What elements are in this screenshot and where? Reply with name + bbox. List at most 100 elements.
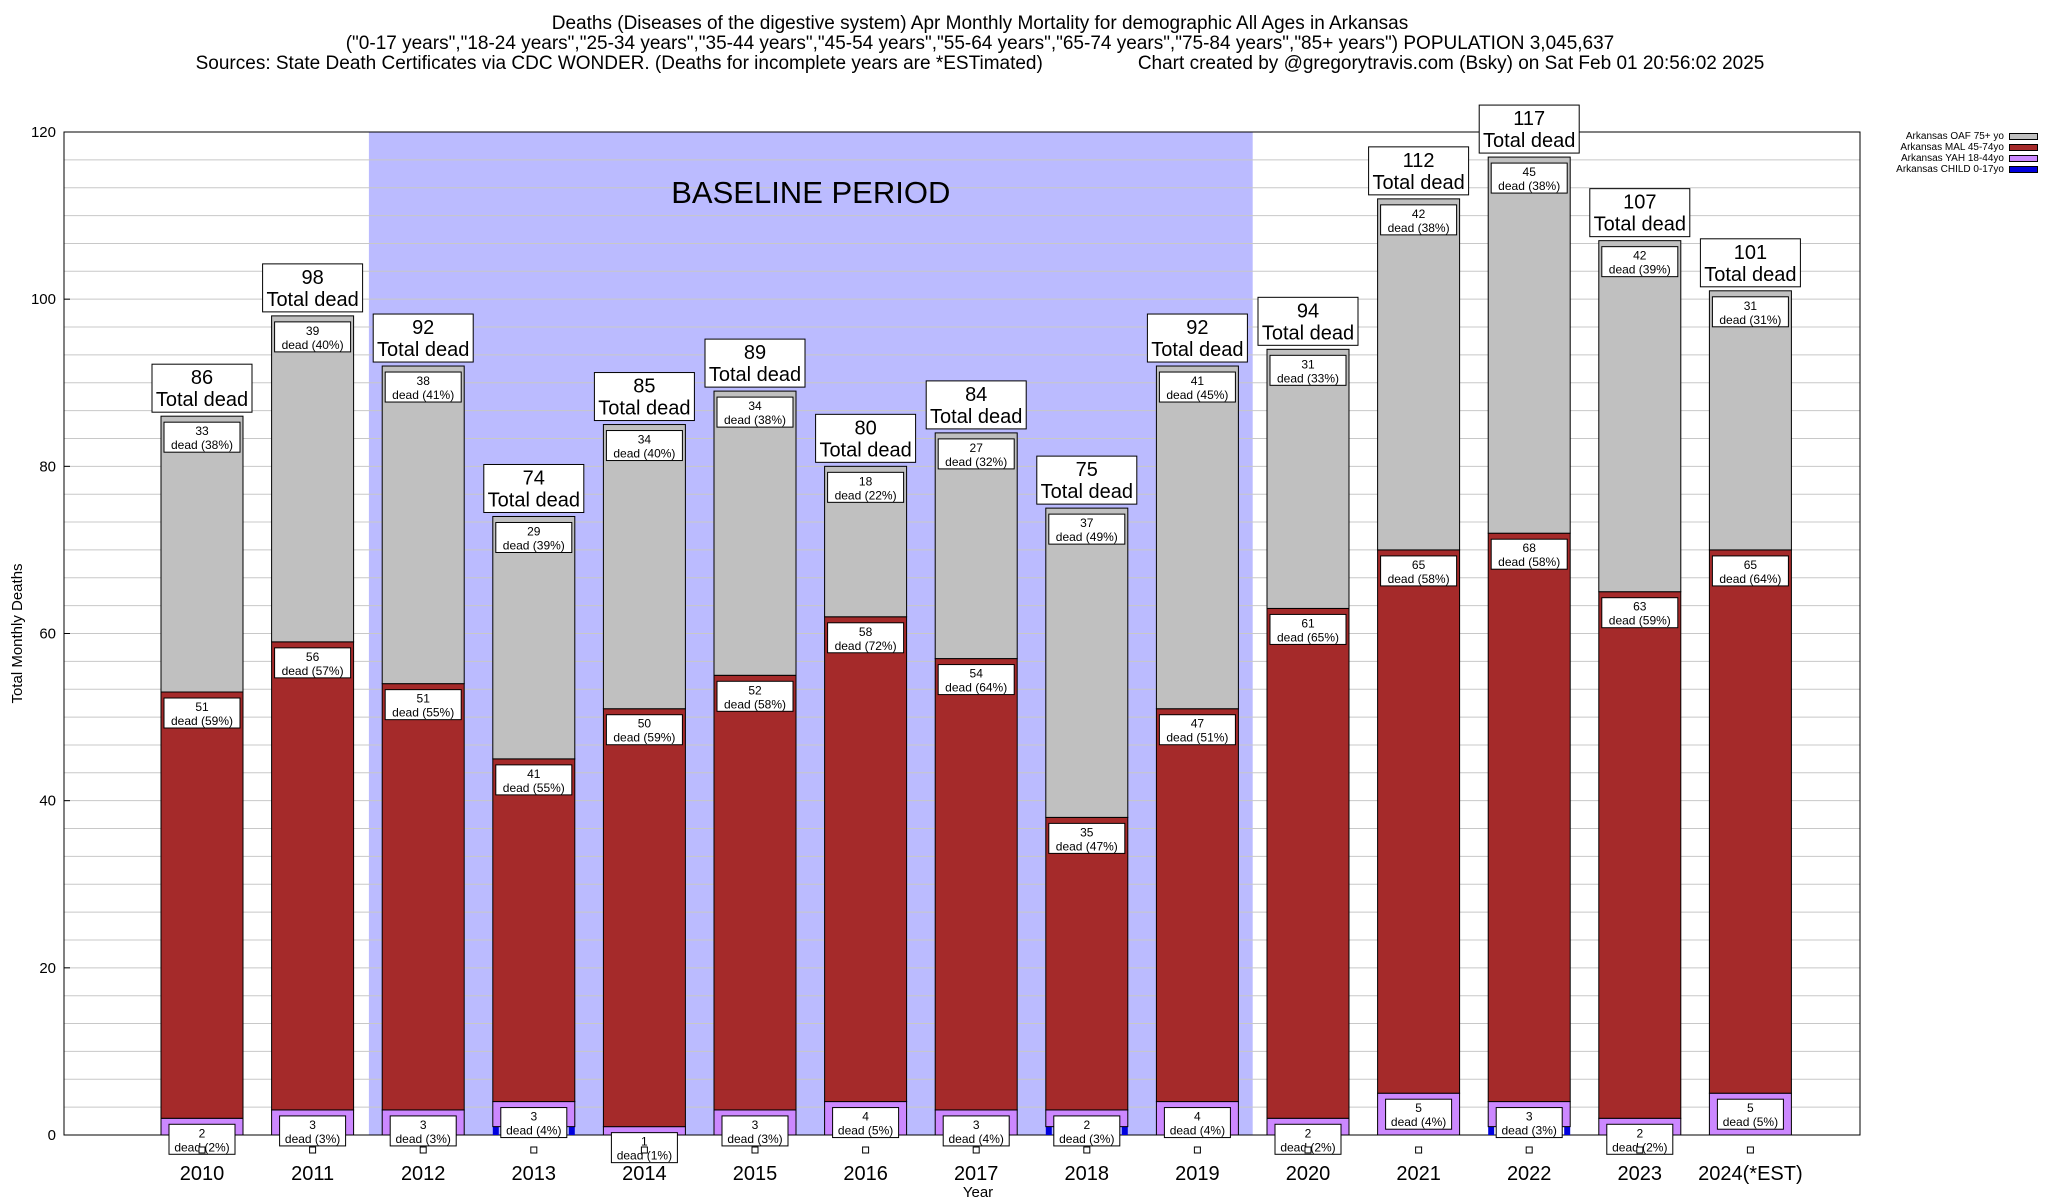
- mal-label-box: [1158, 714, 1236, 746]
- bar-segment-child: [492, 1126, 499, 1135]
- total-label-box: [1478, 104, 1580, 154]
- total-label-value: 107: [1623, 192, 1656, 214]
- total-label-box: [483, 463, 585, 513]
- mal-label-pct: dead (58%): [724, 697, 786, 711]
- mal-label-box: [937, 664, 1015, 696]
- x-tick-label: 2010: [180, 1163, 225, 1185]
- bar-segment-mal: [271, 641, 355, 1111]
- x-tick-label: 2017: [954, 1163, 999, 1185]
- bar-segment-mal: [492, 758, 576, 1103]
- bar-segment-oaf: [1045, 507, 1129, 818]
- mal-label-value: 41: [527, 767, 541, 781]
- legend-label: Arkansas YAH 18-44yo: [1900, 153, 2004, 164]
- total-label-text: Total dead: [266, 289, 358, 311]
- total-label-value: 92: [412, 317, 434, 339]
- child-marker: [1636, 1146, 1644, 1154]
- child-marker: [640, 1146, 648, 1154]
- mal-label-box: [163, 697, 241, 729]
- total-label-box: [593, 372, 695, 422]
- child-marker: [1746, 1146, 1754, 1154]
- bar-segment-mal: [1598, 591, 1682, 1119]
- total-label-box: [1368, 146, 1470, 196]
- total-label-text: Total dead: [1041, 481, 1133, 503]
- mal-label-box: [1490, 538, 1568, 570]
- bar-segment-oaf: [160, 415, 244, 693]
- x-axis-title: Year: [963, 1184, 993, 1200]
- mal-label-box: [1380, 555, 1458, 587]
- oaf-label-box: [1490, 162, 1568, 194]
- bar-segment-mal: [824, 616, 908, 1103]
- child-marker: [530, 1146, 538, 1154]
- x-tick-label: 2018: [1065, 1163, 1110, 1185]
- oaf-label-box: [716, 396, 794, 428]
- mal-label-value: 65: [1744, 558, 1758, 572]
- mal-label-value: 61: [1301, 616, 1315, 630]
- total-label-box: [1036, 455, 1138, 505]
- mal-label-pct: dead (58%): [1498, 555, 1560, 569]
- mal-label-value: 52: [748, 683, 762, 697]
- yah-label-pct: dead (3%): [1502, 1124, 1557, 1138]
- bar-segment-oaf: [1155, 365, 1239, 710]
- yah-label-pct: dead (3%): [285, 1132, 340, 1146]
- oaf-label-box: [605, 430, 683, 462]
- mal-label-pct: dead (64%): [1719, 572, 1781, 586]
- oaf-label-value: 39: [306, 324, 320, 338]
- total-label-text: Total dead: [709, 364, 801, 386]
- oaf-label-pct: dead (39%): [503, 538, 565, 552]
- bar-segment-oaf: [713, 390, 797, 676]
- mal-label-value: 65: [1412, 558, 1426, 572]
- mal-label-pct: dead (47%): [1056, 839, 1118, 853]
- legend-item: Arkansas MAL 45-74yo: [1870, 142, 2038, 153]
- yah-label-value: 3: [309, 1118, 316, 1132]
- oaf-label-box: [1048, 513, 1126, 545]
- yah-label-pct: dead (3%): [1059, 1132, 1114, 1146]
- total-label-text: Total dead: [1262, 322, 1354, 344]
- total-label-value: 117: [1513, 108, 1545, 130]
- total-label-box: [1589, 188, 1691, 238]
- yah-label-box: [942, 1115, 1010, 1147]
- oaf-label-value: 37: [1080, 516, 1094, 530]
- yah-label-pct: dead (5%): [1723, 1115, 1778, 1129]
- total-label-box: [151, 363, 253, 413]
- source-text: Sources: State Death Certificates via CD…: [195, 53, 1043, 74]
- child-marker: [1083, 1146, 1091, 1154]
- oaf-label-pct: dead (45%): [1166, 388, 1228, 402]
- child-marker: [1415, 1146, 1423, 1154]
- total-label-value: 85: [633, 376, 655, 398]
- y-tick-label: 100: [31, 291, 56, 308]
- x-tick-label: 2016: [843, 1163, 888, 1185]
- bar-segment-oaf: [1598, 240, 1682, 593]
- yah-label-value: 3: [530, 1110, 537, 1124]
- total-label-value: 101: [1734, 242, 1767, 264]
- total-label-text: Total dead: [377, 339, 469, 361]
- x-tick-label: 2014: [622, 1163, 667, 1185]
- x-tick-label: 2015: [733, 1163, 778, 1185]
- bar-segment-oaf: [271, 315, 355, 643]
- oaf-label-pct: dead (31%): [1719, 313, 1781, 327]
- y-tick-label: 60: [39, 626, 56, 643]
- mal-label-pct: dead (59%): [171, 714, 233, 728]
- yah-label-pct: dead (4%): [1170, 1124, 1225, 1138]
- oaf-label-box: [1158, 371, 1236, 403]
- yah-label-value: 4: [1194, 1110, 1201, 1124]
- legend-label: Arkansas OAF 75+ yo: [1905, 131, 2004, 142]
- x-tick-label: 2020: [1286, 1163, 1331, 1185]
- oaf-label-value: 34: [638, 433, 652, 447]
